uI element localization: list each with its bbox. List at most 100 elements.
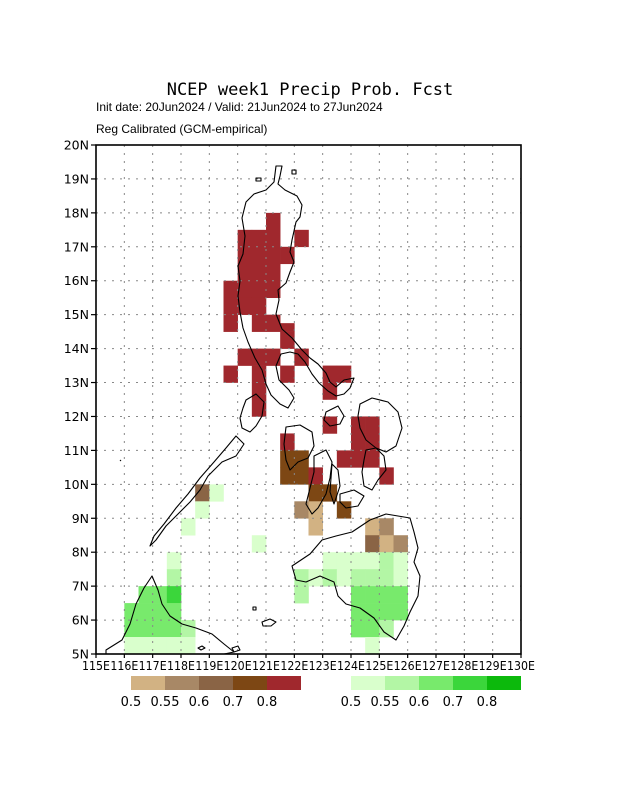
prob-cell <box>351 620 366 638</box>
prob-cell <box>322 552 338 570</box>
prob-cell <box>251 382 267 400</box>
prob-cell <box>294 586 309 604</box>
prob-cell <box>379 535 394 553</box>
lon-tick-label: 115E <box>82 658 110 673</box>
axis-tick-labels: 5N 6N 7N 8N 9N 10N 11N 12N 13N 14N 15N 16N 17N 18N 19N… <box>64 138 535 674</box>
prob-cell <box>181 637 196 655</box>
prob-cell <box>280 323 295 332</box>
islet-dots <box>119 459 257 611</box>
prob-cell <box>195 501 210 519</box>
prob-cell <box>251 365 267 383</box>
prob-cell <box>336 569 352 587</box>
prob-cell <box>351 586 366 604</box>
prob-cell <box>351 433 366 451</box>
dotted-gridlines <box>96 145 521 654</box>
prob-cell <box>152 637 168 655</box>
prob-cell <box>251 263 267 282</box>
lat-tick-label: 13N <box>64 375 89 390</box>
prob-cell <box>308 467 323 485</box>
prob-cell <box>336 450 352 468</box>
lat-tick-label: 8N <box>72 545 89 560</box>
leyte-coastline <box>361 447 387 491</box>
lat-tick-label: 15N <box>64 307 89 322</box>
dry-legend-swatch <box>131 676 165 690</box>
prob-cell <box>251 348 267 366</box>
lat-tick-label: 5N <box>72 647 89 662</box>
dry-legend-label: 0.55 <box>151 695 180 710</box>
prob-cell <box>294 467 309 485</box>
prob-cell <box>393 603 408 621</box>
prob-cell <box>166 586 182 604</box>
cebu-coastline <box>329 463 341 505</box>
prob-cell <box>365 433 380 451</box>
prob-cell <box>379 569 394 587</box>
prob-cell <box>237 263 253 282</box>
prob-cell <box>166 620 182 638</box>
prob-cell <box>266 212 281 231</box>
prob-cell <box>138 620 153 638</box>
prob-cell <box>365 416 380 434</box>
lon-tick-label: 118E <box>167 658 195 673</box>
lon-tick-label: 126E <box>394 658 422 673</box>
lon-tick-label: 121E <box>252 658 280 673</box>
wet-legend-label: 0.55 <box>371 695 400 710</box>
prob-cell <box>379 603 394 621</box>
lat-tick-label: 16N <box>64 273 89 288</box>
prob-cell <box>294 348 309 366</box>
prob-cell <box>124 637 139 655</box>
prob-cell <box>308 484 323 502</box>
lon-tick-label: 124E <box>337 658 365 673</box>
prob-cell <box>195 484 210 502</box>
prob-cell <box>223 297 238 315</box>
prob-cell <box>166 603 182 621</box>
prob-cell <box>209 484 224 502</box>
prob-cell <box>152 620 168 638</box>
prob-cell <box>322 365 338 383</box>
dry-legend-label: 0.8 <box>257 695 278 710</box>
prob-cell <box>166 569 182 587</box>
prob-cell <box>351 603 366 621</box>
prob-cell <box>237 348 253 366</box>
prob-cell <box>280 331 295 349</box>
dry-legend-swatch <box>267 676 301 690</box>
dry-legend-label: 0.5 <box>121 695 142 710</box>
prob-cell <box>223 365 238 383</box>
prob-cell <box>365 586 380 604</box>
prob-cell <box>365 620 380 638</box>
prob-cell <box>266 314 281 332</box>
prob-cell <box>266 348 281 366</box>
lon-tick-label: 119E <box>195 658 223 673</box>
wet-legend-swatch <box>351 676 385 690</box>
prob-cell <box>379 518 394 536</box>
prob-cell <box>181 620 196 638</box>
negros-coastline <box>305 449 333 515</box>
lon-tick-label: 123E <box>309 658 337 673</box>
lat-tick-label: 14N <box>64 341 89 356</box>
prob-cell <box>181 518 196 536</box>
wet-legend-label: 0.5 <box>341 695 362 710</box>
figure-subtitle-dates: Init date: 20Jun2024 / Valid: 21Jun2024 … <box>96 100 383 114</box>
luzon-coastline <box>237 165 355 409</box>
prob-cell <box>251 297 267 315</box>
prob-cell <box>308 518 323 536</box>
prob-cell <box>351 569 366 587</box>
prob-cell <box>393 569 408 587</box>
lat-tick-label: 12N <box>64 409 89 424</box>
prob-cell <box>294 450 309 468</box>
prob-cell <box>266 280 281 298</box>
lat-tick-label: 6N <box>72 613 89 628</box>
prob-cell <box>237 297 253 315</box>
prob-cell <box>280 450 295 468</box>
wet-legend-label: 0.7 <box>443 695 464 710</box>
lon-tick-label: 120E <box>224 658 252 673</box>
dry-legend-label: 0.7 <box>223 695 244 710</box>
prob-cell <box>336 501 352 519</box>
prob-cell <box>138 637 153 655</box>
lon-tick-label: 129E <box>479 658 507 673</box>
prob-cell <box>237 229 253 265</box>
prob-cell <box>393 535 408 553</box>
dry-legend-swatch <box>165 676 199 690</box>
prob-cell <box>294 229 309 248</box>
prob-cell <box>266 263 281 282</box>
wet-legend-label: 0.6 <box>409 695 430 710</box>
